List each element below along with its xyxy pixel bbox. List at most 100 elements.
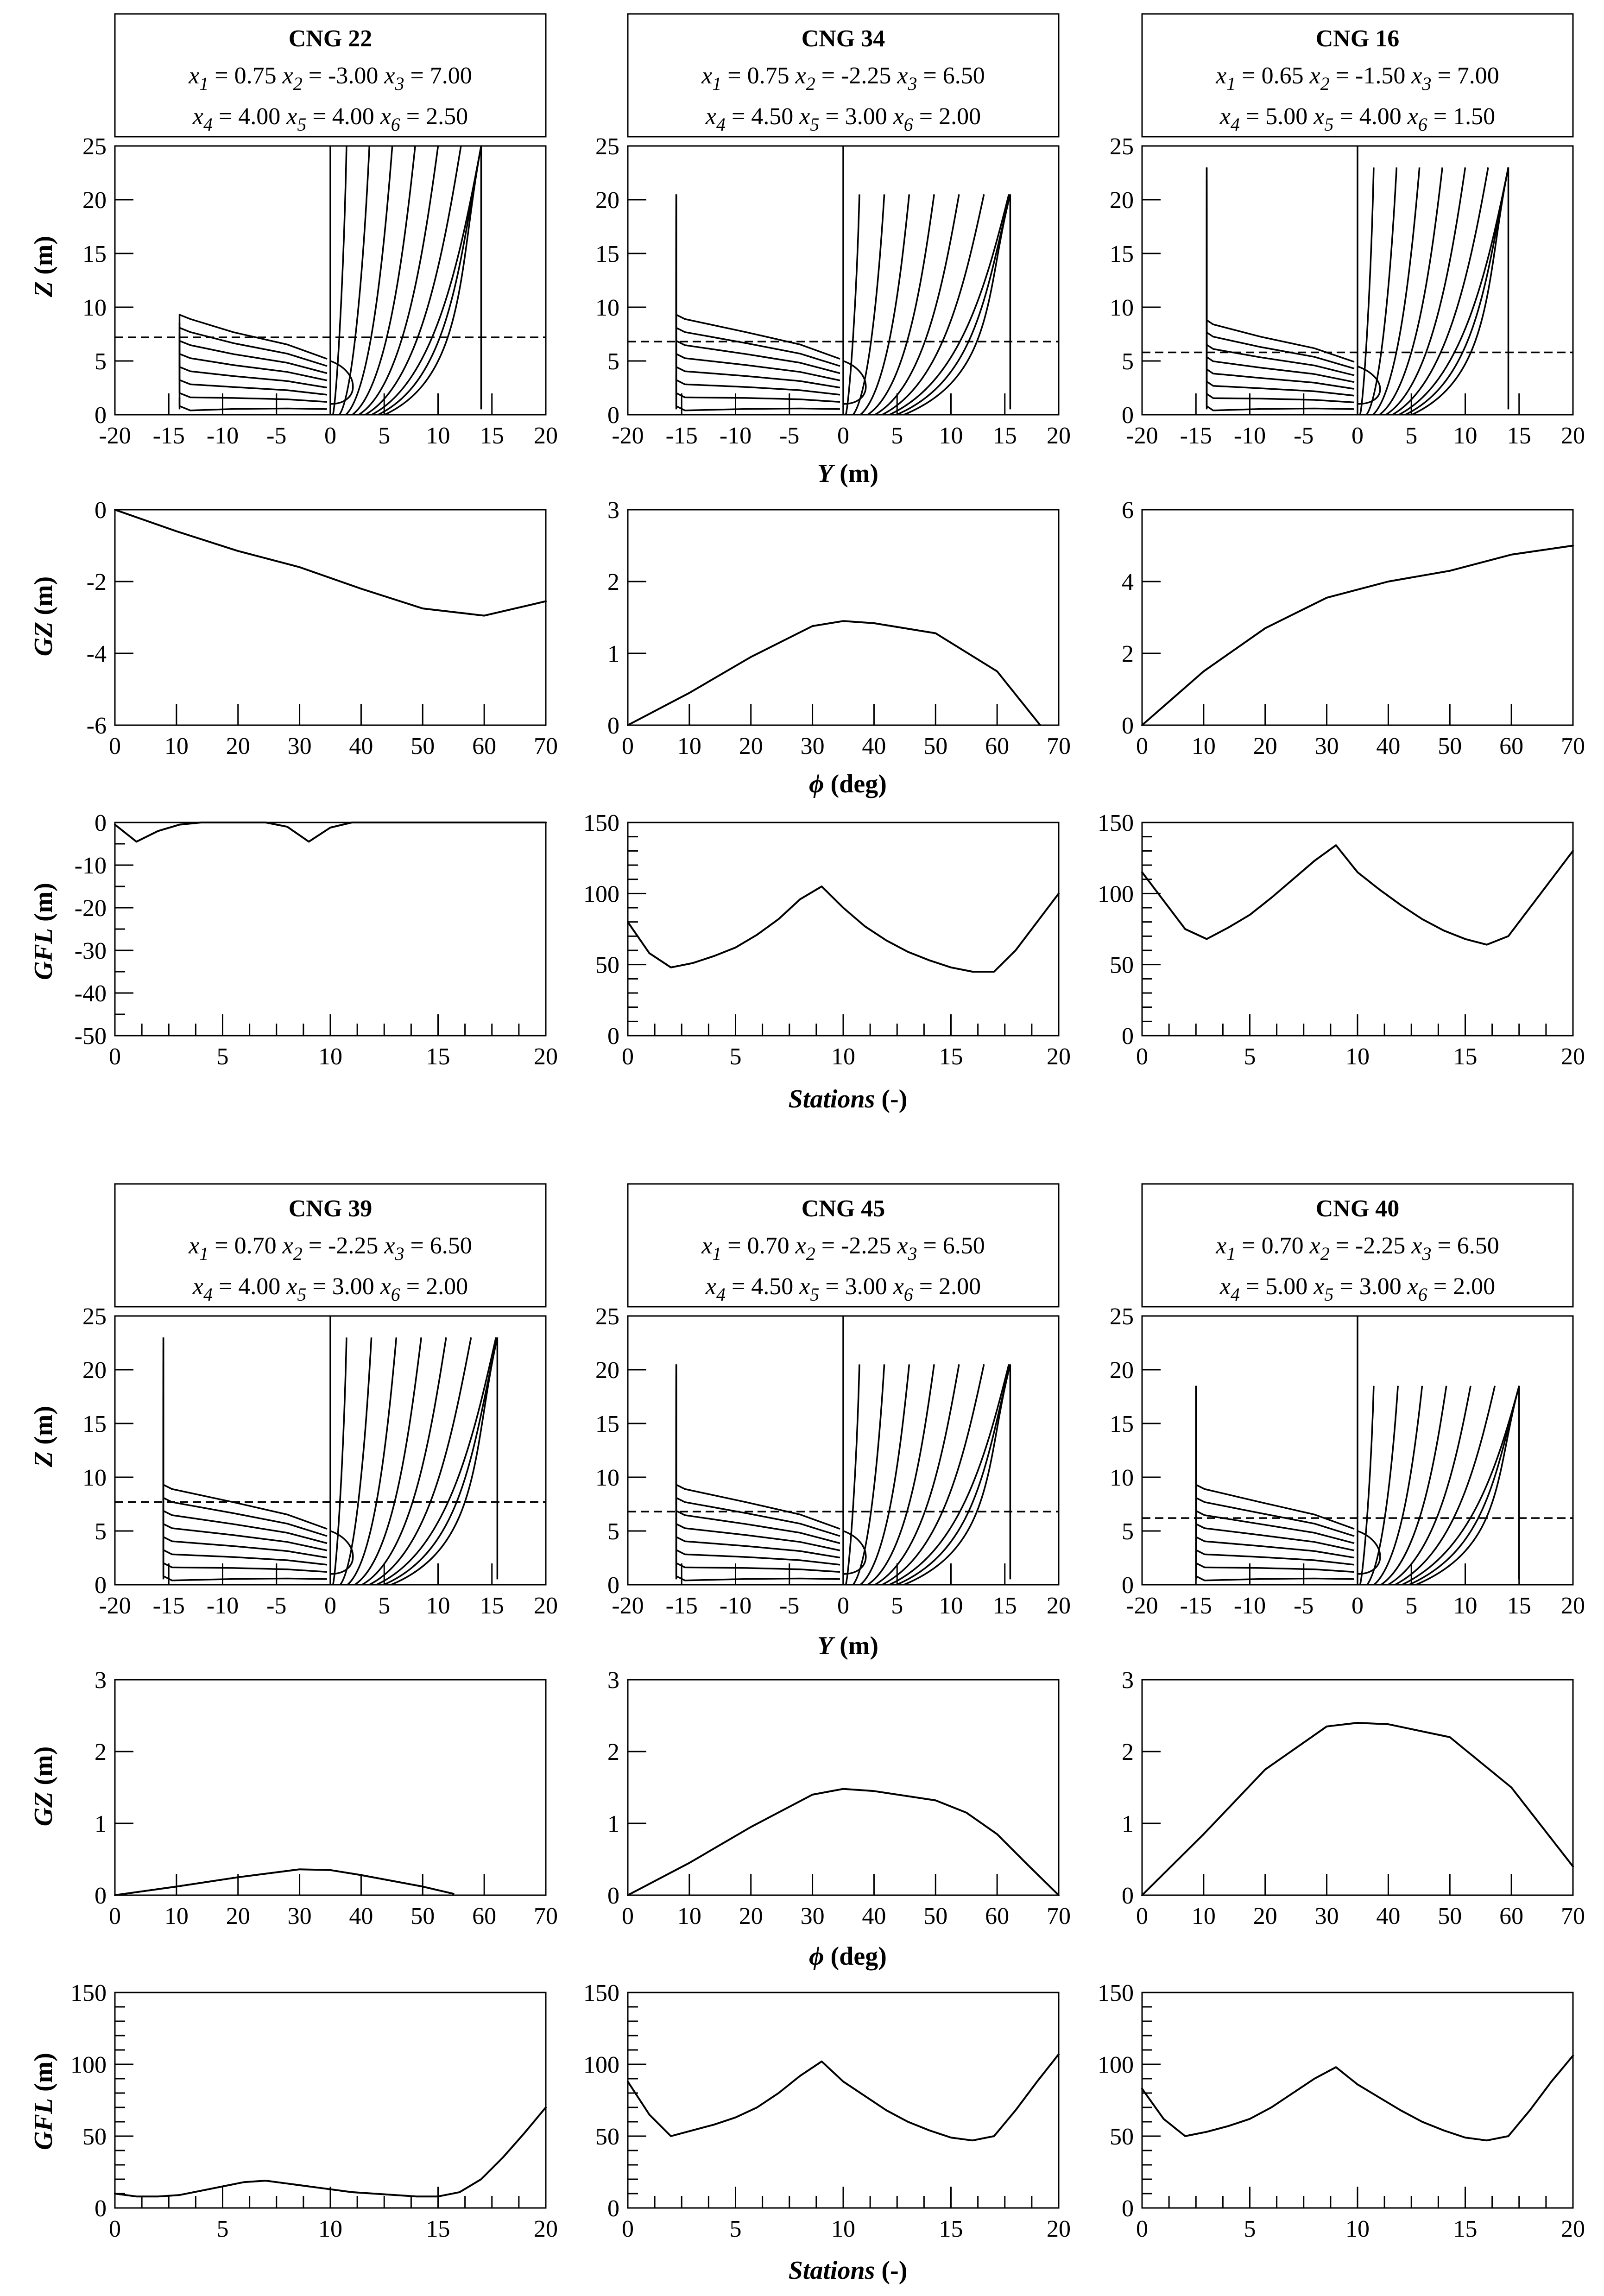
phi-axis-label-bottom: ϕ (deg) <box>809 1942 887 1971</box>
gfl-ytick-label: 0 <box>95 810 107 836</box>
param-value: = 4.00 <box>213 1273 280 1300</box>
gz-frame <box>1141 509 1574 726</box>
gfl-ytick-label: -10 <box>75 853 107 879</box>
param-value: = 0.70 <box>208 1233 276 1259</box>
body-plan-xtick-label: -15 <box>666 423 698 449</box>
panel-params-line: x4 = 4.50 x5 = 3.00 x6 = 2.00 <box>705 1273 981 1305</box>
panel-header-box <box>114 13 547 138</box>
body-plan-ytick-label: 25 <box>595 1303 619 1330</box>
panel-params-line: x4 = 4.00 x5 = 4.00 x6 = 2.50 <box>192 103 468 135</box>
gfl-xtick-label: 0 <box>109 2216 121 2242</box>
param-value: = 4.50 <box>726 103 793 130</box>
panel-header-box <box>1141 13 1574 138</box>
gz-ytick-label: 4 <box>1122 569 1134 595</box>
gz-xtick-label: 70 <box>1561 1903 1585 1929</box>
gz-curve <box>1141 544 1574 726</box>
param-symbol: x <box>793 103 810 130</box>
param-symbol: x <box>280 1273 297 1300</box>
body-plan-xtick-label: 0 <box>324 423 336 449</box>
body-plan-fore-section <box>1415 1385 1520 1586</box>
panel-params-line: x1 = 0.75 x2 = -2.25 x3 = 6.50 <box>701 63 985 94</box>
body-plan-xtick-label: -15 <box>153 1593 185 1619</box>
gz-xtick-label: 10 <box>677 733 701 759</box>
param-value: = 3.00 <box>1333 1273 1401 1300</box>
gfl-xtick-label: 10 <box>1345 2216 1370 2242</box>
gz-ytick-label: 2 <box>1122 641 1134 667</box>
gz-frame <box>114 509 547 726</box>
body-plan-xtick-label: 10 <box>1453 423 1478 449</box>
body-plan-xtick-label: 10 <box>426 423 450 449</box>
gz-curve <box>627 1788 1060 1896</box>
body-plan-fore-section <box>1411 167 1509 416</box>
gfl-curve <box>114 822 547 843</box>
gz-ytick-label: 0 <box>95 497 107 524</box>
param-symbol: x <box>280 103 297 130</box>
param-value: = 6.50 <box>917 1233 985 1259</box>
body-plan-xtick-label: -10 <box>1234 423 1266 449</box>
gz-frame <box>627 1679 1060 1896</box>
gz-curve <box>114 1868 455 1896</box>
body-plan-fore-section <box>874 194 960 416</box>
body-plan-ytick-label: 5 <box>95 348 107 375</box>
gfl-xtick-label: 10 <box>831 2216 855 2242</box>
body-plan-bulb <box>330 1530 354 1575</box>
body-plan-fore-section <box>383 1337 499 1586</box>
body-plan-fore-section <box>347 1337 398 1586</box>
panel-params-line: x4 = 5.00 x5 = 3.00 x6 = 2.00 <box>1219 1273 1495 1305</box>
param-symbol: x <box>1402 103 1418 130</box>
param-symbol: x <box>277 63 293 89</box>
gfl-xtick-label: 20 <box>534 1044 558 1070</box>
y-axis-label-bottom: Y (m) <box>817 1632 878 1660</box>
body-plan-fore-section <box>1402 1385 1520 1586</box>
param-index: 6 <box>904 114 913 135</box>
body-plan-xtick-label: 10 <box>426 1593 450 1619</box>
gfl-ytick-label: 50 <box>1110 2124 1134 2150</box>
gz-ytick-label: 2 <box>1122 1739 1134 1765</box>
body-plan-fore-section <box>896 1364 1011 1586</box>
param-index: 1 <box>712 1243 721 1264</box>
body-plan-fore-section <box>371 145 482 416</box>
body-plan-ytick-label: 10 <box>595 1465 619 1491</box>
body-plan-fore-section <box>332 145 347 415</box>
body-plan-xtick-label: 10 <box>1453 1593 1478 1619</box>
gz-ytick-label: 0 <box>607 1883 619 1909</box>
body-plan-xtick-label: 20 <box>1561 1593 1585 1619</box>
param-index: 4 <box>1231 114 1240 135</box>
body-plan-xtick-label: 5 <box>1405 1593 1417 1619</box>
param-symbol: x <box>1307 1273 1324 1300</box>
body-plan-ytick-label: 20 <box>82 187 107 214</box>
gfl-ytick-label: -30 <box>75 938 107 964</box>
gfl-xtick-label: 5 <box>1244 2216 1256 2242</box>
body-plan-xtick-label: -20 <box>1126 423 1158 449</box>
body-plan-ytick-label: 0 <box>607 402 619 429</box>
gfl-axis-label-top: GFL (m) <box>29 883 58 980</box>
gz-xtick-label: 60 <box>985 733 1009 759</box>
param-index: 3 <box>394 1243 404 1264</box>
param-index: 5 <box>1324 114 1333 135</box>
panel-params-line: x4 = 5.00 x5 = 4.00 x6 = 1.50 <box>1219 103 1495 135</box>
gfl-curve <box>114 2106 547 2198</box>
gz-xtick-label: 10 <box>1192 1903 1216 1929</box>
body-plan-fore-section <box>1380 1385 1447 1586</box>
body-plan-fore-section <box>1359 167 1375 415</box>
gfl-xtick-label: 10 <box>318 2216 342 2242</box>
gfl-xtick-label: 10 <box>1345 1044 1370 1070</box>
param-value: = -2.25 <box>303 1233 379 1259</box>
param-symbol: x <box>1405 63 1422 89</box>
body-plan-xtick-label: 5 <box>378 1593 390 1619</box>
body-plan-fore-section <box>378 145 482 416</box>
param-symbol: x <box>1219 1273 1231 1300</box>
param-value: = 5.00 <box>1240 1273 1307 1300</box>
body-plan-fore-section <box>1372 167 1421 416</box>
param-index: 3 <box>1421 73 1431 94</box>
panel-header-box <box>114 1183 547 1308</box>
param-symbol: x <box>1215 1233 1226 1259</box>
body-plan-xtick-label: 0 <box>837 423 849 449</box>
body-plan-ytick-label: 25 <box>595 133 619 160</box>
param-value: = -1.50 <box>1330 63 1406 89</box>
gfl-ytick-label: 100 <box>583 2052 619 2078</box>
